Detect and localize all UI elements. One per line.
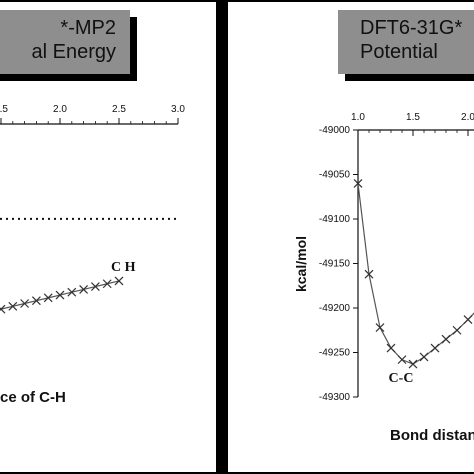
- left-chart-plot: 1.5 2.0 2.5 3.0 C H ce of C-H: [0, 104, 185, 406]
- right-chart-title: DFT6-31G* Potential: [338, 10, 474, 74]
- left-title-line-1: *-MP2: [60, 17, 116, 39]
- right-title-line-1: DFT6-31G*: [360, 17, 463, 39]
- data-point: [463, 315, 473, 324]
- data-point: [79, 284, 89, 294]
- x-tick-label: 2.5: [112, 104, 126, 115]
- x-tick-label: 1.5: [0, 104, 8, 115]
- data-point: [419, 352, 429, 362]
- right-chart-plot: 1.0 1.5 2.0 -49000 -49050 -49100 -49150 -49200 -…: [293, 112, 474, 444]
- data-point: [452, 325, 462, 335]
- right-title-line-2: Potential: [360, 41, 438, 63]
- data-point: [0, 304, 6, 314]
- data-point: [90, 282, 100, 292]
- data-point: [430, 343, 440, 353]
- data-point: [353, 178, 363, 188]
- data-point: [43, 293, 53, 303]
- y-tick-label: -49300: [319, 392, 351, 403]
- data-point: [364, 269, 374, 279]
- x-tick-label: 3.0: [171, 104, 185, 115]
- y-tick-label: -49000: [319, 125, 351, 136]
- y-tick-label: -49050: [319, 170, 351, 181]
- x-tick-label: 1.0: [351, 112, 365, 123]
- x-tick-label: 2.0: [461, 112, 474, 123]
- data-point: [397, 355, 407, 365]
- data-point: [55, 290, 65, 300]
- x-tick-label: 1.5: [406, 112, 420, 123]
- y-tick-label: -49100: [319, 214, 351, 225]
- y-tick-label: -49250: [319, 348, 351, 359]
- data-point: [67, 287, 77, 297]
- left-chart-title: *-MP2 al Energy: [0, 10, 130, 74]
- data-point: [386, 343, 396, 353]
- x-tick-label: 2.0: [53, 104, 67, 115]
- series-line: [357, 183, 474, 365]
- data-point: [114, 276, 124, 286]
- data-point: [441, 334, 451, 344]
- left-title-line-2: al Energy: [31, 41, 117, 63]
- y-axis-label: kcal/mol: [293, 236, 309, 292]
- data-point: [8, 301, 18, 311]
- annotation-label: C H: [111, 260, 136, 275]
- data-point: [31, 296, 41, 306]
- annotation-label: C-C: [389, 371, 414, 386]
- data-point: [408, 359, 418, 369]
- data-point: [102, 279, 112, 289]
- y-tick-label: -49150: [319, 259, 351, 270]
- series-line: [0, 280, 120, 310]
- left-chart-panel: *-MP2 al Energy 1.5 2.0 2.5 3.0 C H ce of C-H: [0, 2, 216, 472]
- right-chart-panel: DFT6-31G* Potential 1.0 1.5 2.0 -49000 -4905…: [228, 2, 474, 472]
- x-axis-label: Bond distanc: [390, 427, 474, 444]
- data-point: [375, 323, 385, 333]
- data-point: [20, 299, 30, 308]
- y-tick-label: -49200: [319, 303, 351, 314]
- x-axis-label: ce of C-H: [0, 389, 66, 406]
